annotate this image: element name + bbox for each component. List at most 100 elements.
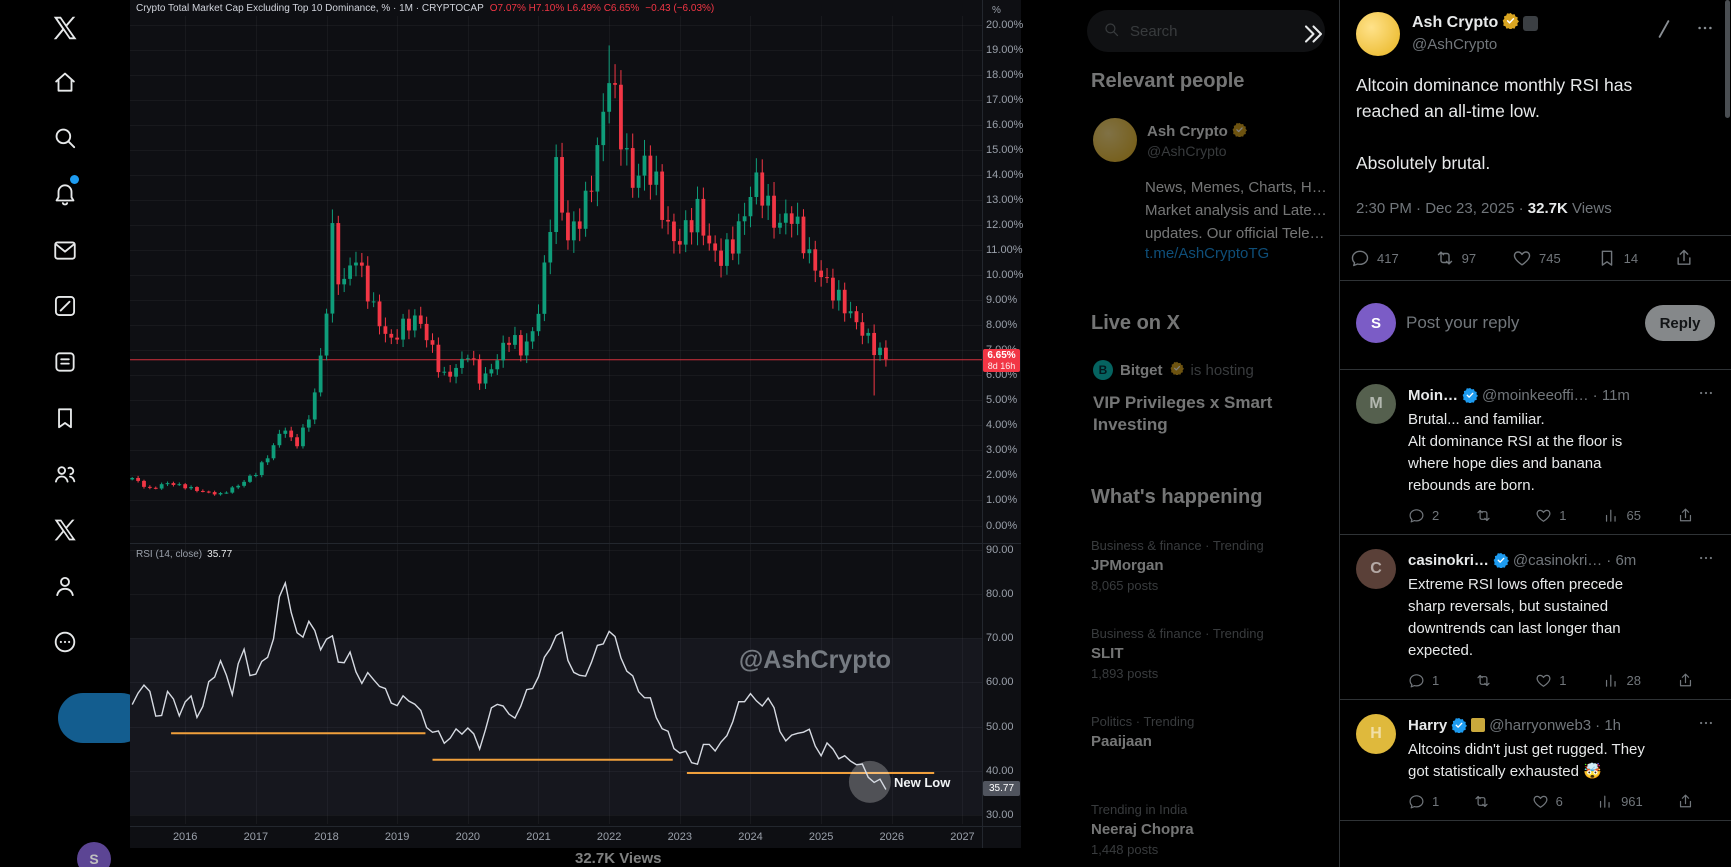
like-action[interactable]: 6 <box>1532 793 1563 810</box>
repost-action[interactable]: 97 <box>1435 248 1476 268</box>
candlestick-chart-canvas[interactable] <box>130 0 1021 848</box>
nav-item-notifications[interactable] <box>39 166 91 222</box>
relevant-person-handle[interactable]: @AshCrypto <box>1147 143 1227 159</box>
expanded-chart-image[interactable]: Crypto Total Market Cap Excluding Top 10… <box>130 0 1024 848</box>
verified-badge <box>1462 387 1478 403</box>
time-axis-tick: 2026 <box>879 831 905 843</box>
notification-badge <box>70 175 79 184</box>
price-axis-tick: 13.00% <box>986 194 1024 207</box>
live-event-title[interactable]: VIP Privileges x Smart Investing <box>1093 393 1273 434</box>
more-icon[interactable] <box>1695 18 1715 45</box>
reply-action-bar: 1 1 28 <box>1408 672 1715 689</box>
like-action[interactable]: 1 <box>1535 672 1567 689</box>
time-axis-tick: 2023 <box>667 831 693 843</box>
nav-item-premium[interactable] <box>39 502 91 558</box>
nav-item-bookmarks[interactable] <box>39 390 91 446</box>
tweet-detail-panel: Ash Crypto @AshCrypto Altcoin dominance … <box>1339 0 1731 867</box>
more-icon[interactable] <box>1697 384 1715 406</box>
reply-action[interactable]: 417 <box>1350 248 1399 268</box>
nav-item-grok[interactable] <box>39 278 91 334</box>
tweet-views-label: Views <box>1567 200 1612 217</box>
reply-item[interactable]: M Moin… @moinkeeoffi… · 11m Brutal... and fa… <box>1340 370 1731 535</box>
like-action-count: 6 <box>1555 794 1563 809</box>
bookmark-action[interactable]: 14 <box>1597 248 1638 268</box>
reply-author-avatar[interactable]: M <box>1356 384 1396 424</box>
views-count[interactable]: 28 <box>1603 672 1641 689</box>
reply-author-name[interactable]: Moin… <box>1408 386 1458 404</box>
verified-badge <box>1493 552 1509 568</box>
time-axis-tick: 2020 <box>455 831 481 843</box>
nav-item-messages[interactable] <box>39 222 91 278</box>
repost-action[interactable] <box>1475 672 1499 689</box>
price-axis-tick: 18.00% <box>986 69 1024 82</box>
search-input[interactable]: Search <box>1087 10 1325 52</box>
tweet-view-count: 32.7K <box>1527 200 1568 217</box>
trend-posts: 8,065 posts <box>1091 578 1159 593</box>
tweet-author-avatar[interactable] <box>1356 12 1400 56</box>
trend-item[interactable]: Trending in India Neeraj Chopra 1,448 post… <box>1091 800 1339 867</box>
relevant-person-link[interactable]: t.me/AshCryptoTG <box>1145 245 1270 262</box>
own-avatar[interactable]: S <box>1356 303 1396 343</box>
views-count[interactable]: 65 <box>1603 507 1641 524</box>
reply-action[interactable]: 1 <box>1408 672 1439 689</box>
share-action[interactable] <box>1677 793 1701 810</box>
reply-input[interactable]: Post your reply <box>1406 313 1520 332</box>
nav-item-communities[interactable] <box>39 446 91 502</box>
trend-title: Neeraj Chopra <box>1091 821 1194 838</box>
trend-item[interactable]: Business & finance · Trending SLIT 1,893 p… <box>1091 624 1339 712</box>
grok-actions-icon[interactable] <box>1653 18 1675 45</box>
reply-author-name[interactable]: casinokri… <box>1408 551 1489 569</box>
x-logo[interactable] <box>39 2 91 54</box>
reply-author-avatar[interactable]: H <box>1356 714 1396 754</box>
like-action[interactable]: 745 <box>1512 248 1561 268</box>
price-axis-tick: 3.00% <box>986 444 1018 457</box>
reply-button[interactable]: Reply <box>1645 305 1715 341</box>
repost-action[interactable] <box>1475 507 1499 524</box>
reply-author-handle[interactable]: @moinkeeoffi… <box>1482 386 1589 404</box>
nav-item-explore[interactable] <box>39 110 91 166</box>
time-axis-tick: 2027 <box>950 831 975 843</box>
current-price-label: 6.65% 8d 16h <box>983 349 1020 372</box>
reply-action[interactable]: 2 <box>1408 507 1439 524</box>
views-count[interactable]: 961 <box>1597 793 1643 810</box>
views-count-count: 961 <box>1621 794 1643 809</box>
reply-text: Extreme RSI lows often precede sharp rev… <box>1408 576 1624 659</box>
reply-item[interactable]: H Harry @harryonweb3 · 1h Altcoins didn't ju… <box>1340 700 1731 821</box>
nav-item-home[interactable] <box>39 54 91 110</box>
more-icon[interactable] <box>1697 714 1715 736</box>
like-action-count: 1 <box>1559 673 1567 688</box>
avatar[interactable] <box>1093 118 1137 162</box>
reply-author-avatar[interactable]: C <box>1356 549 1396 589</box>
reply-composer: S Post your reply Reply <box>1340 281 1731 369</box>
live-host-name[interactable]: Bitget <box>1120 361 1163 379</box>
repost-action[interactable] <box>1473 793 1497 810</box>
share-action[interactable] <box>1677 507 1701 524</box>
more-icon[interactable] <box>1697 549 1715 571</box>
like-action[interactable]: 1 <box>1535 507 1567 524</box>
share-action[interactable] <box>1677 672 1701 689</box>
affiliate-badge <box>1523 15 1539 31</box>
account-avatar[interactable]: S <box>77 842 111 867</box>
time-axis-tick: 2021 <box>526 831 551 843</box>
scrollbar-thumb[interactable] <box>1725 0 1730 118</box>
reply-author-handle[interactable]: @casinokri… <box>1512 551 1603 569</box>
reply-author-name[interactable]: Harry <box>1408 716 1448 734</box>
relevant-person-name[interactable]: Ash Crypto <box>1147 123 1228 140</box>
trend-item[interactable]: Politics · Trending Paaijaan <box>1091 712 1339 800</box>
reply-action-count: 2 <box>1432 508 1440 523</box>
share-action[interactable] <box>1674 248 1701 268</box>
tweet-text: Altcoin dominance monthly RSI has reache… <box>1356 75 1633 173</box>
hide-detail-panel-button[interactable] <box>1294 16 1330 52</box>
chart-change-value: −0.43 (−6.03%) <box>645 3 715 14</box>
tweet-author-name[interactable]: Ash Crypto <box>1412 14 1499 31</box>
nav-item-more[interactable] <box>39 614 91 670</box>
trend-item[interactable]: Business & finance · Trending JPMorgan 8,0… <box>1091 536 1339 624</box>
reply-action[interactable]: 1 <box>1408 793 1439 810</box>
tweet-author-handle[interactable]: @AshCrypto <box>1412 36 1498 53</box>
price-axis-tick: 5.00% <box>986 394 1018 407</box>
nav-item-lists[interactable] <box>39 334 91 390</box>
reply-author-handle[interactable]: @harryonweb3 <box>1489 716 1592 734</box>
nav-item-profile[interactable] <box>39 558 91 614</box>
trend-title: JPMorgan <box>1091 557 1164 574</box>
